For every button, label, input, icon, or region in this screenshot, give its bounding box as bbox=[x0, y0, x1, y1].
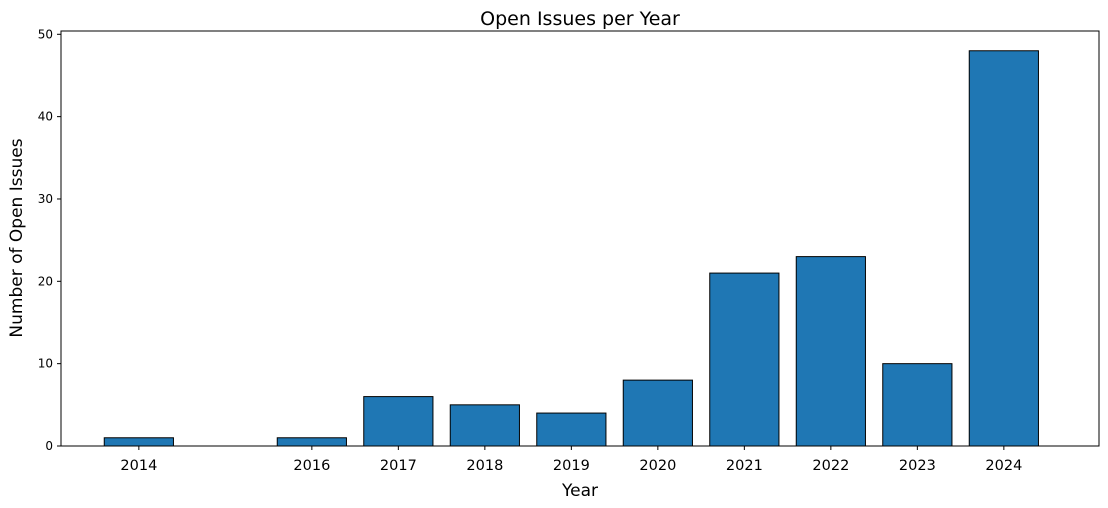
x-tick-label-2018: 2018 bbox=[466, 458, 503, 474]
bar-2021 bbox=[709, 272, 780, 447]
x-tick-label-2022: 2022 bbox=[812, 458, 849, 474]
chart-title: Open Issues per Year bbox=[480, 8, 680, 30]
y-tick-label-50: 50 bbox=[38, 27, 53, 41]
y-axis: 0 10 20 30 40 50 bbox=[38, 27, 61, 453]
bar-2024 bbox=[968, 50, 1039, 447]
x-tick-label-2016: 2016 bbox=[293, 458, 330, 474]
bars bbox=[103, 50, 1039, 447]
bar-2023 bbox=[882, 363, 953, 447]
y-tick-label-30: 30 bbox=[38, 192, 53, 206]
bar-2018 bbox=[449, 404, 520, 447]
x-axis: 2014 2016 2017 2018 2019 2020 2021 2022 2023 2024 bbox=[120, 446, 1022, 474]
y-tick-label-10: 10 bbox=[38, 357, 53, 371]
plot-frame bbox=[60, 30, 1100, 447]
x-axis-label: Year bbox=[561, 481, 598, 501]
y-tick-label-20: 20 bbox=[38, 274, 53, 288]
bar-2020 bbox=[622, 379, 693, 447]
y-axis-label: Number of Open Issues bbox=[7, 138, 27, 337]
bar-2022 bbox=[795, 256, 866, 447]
y-tick-label-0: 0 bbox=[45, 439, 53, 453]
x-tick-label-2017: 2017 bbox=[380, 458, 417, 474]
y-tick-label-40: 40 bbox=[38, 110, 53, 124]
x-tick-label-2021: 2021 bbox=[726, 458, 763, 474]
bar-2016 bbox=[276, 437, 347, 447]
x-tick-label-2023: 2023 bbox=[899, 458, 936, 474]
x-tick-label-2014: 2014 bbox=[120, 458, 157, 474]
bar-2019 bbox=[536, 412, 607, 447]
x-tick-label-2019: 2019 bbox=[553, 458, 590, 474]
x-tick-label-2020: 2020 bbox=[639, 458, 676, 474]
bar-2014 bbox=[103, 437, 174, 447]
x-tick-label-2024: 2024 bbox=[985, 458, 1022, 474]
bar-2017 bbox=[363, 396, 434, 447]
